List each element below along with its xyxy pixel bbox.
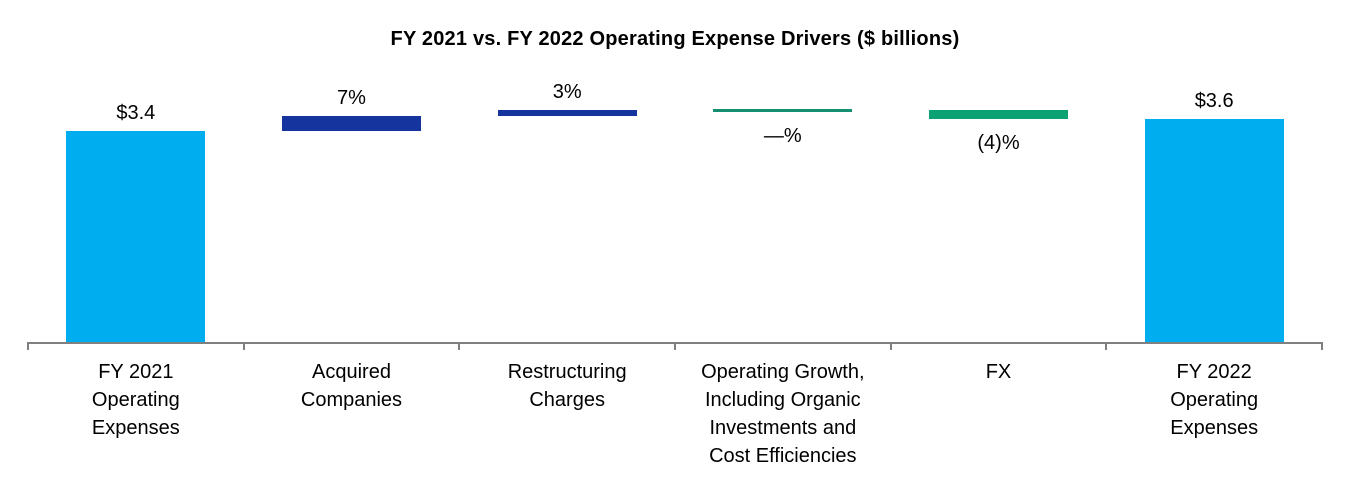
x-axis-tick — [1321, 342, 1323, 350]
category-label-restructuring-charges: Restructuring Charges — [507, 361, 627, 411]
bar-fy-2022-operating-expenses — [1144, 118, 1284, 342]
value-label-fy-2022-operating-expenses: $3.6 — [1194, 89, 1234, 112]
value-label-fy-2021-operating-expenses: $3.4 — [116, 102, 156, 125]
bar-acquired-companies — [282, 116, 421, 132]
x-axis-tick — [1105, 342, 1108, 350]
category-label-acquired-companies: Acquired Companies — [300, 361, 403, 411]
chart-title: FY 2021 vs. FY 2022 Operating Expense Dr… — [390, 28, 960, 50]
x-axis-tick — [889, 342, 892, 350]
x-axis-tick — [242, 342, 245, 350]
value-label-acquired-companies: 7% — [337, 87, 366, 110]
value-label-fx: (4)% — [977, 131, 1020, 154]
category-label-operating-growth-including-organic-investments-and-cost-efficiencies: Operating Growth, Including Organic Inve… — [701, 361, 865, 467]
category-label-fx: FX — [985, 361, 1012, 383]
value-label-operating-growth-including-organic-investments-and-cost-efficiencies: —% — [763, 124, 802, 147]
bar-fx — [929, 110, 1068, 119]
bar-operating-growth-including-organic-investments-and-cost-efficiencies — [713, 108, 853, 112]
category-label-fy-2022-operating-expenses: FY 2022 Operating Expenses — [1170, 361, 1259, 439]
bar-fy-2021-operating-expenses — [66, 131, 206, 342]
bar-restructuring-charges — [497, 110, 637, 117]
value-label-restructuring-charges: 3% — [552, 81, 582, 104]
x-axis-tick — [674, 342, 676, 350]
x-axis-tick — [27, 342, 29, 350]
x-axis-tick — [458, 342, 461, 350]
category-label-fy-2021-operating-expenses: FY 2021 Operating Expenses — [91, 361, 180, 439]
